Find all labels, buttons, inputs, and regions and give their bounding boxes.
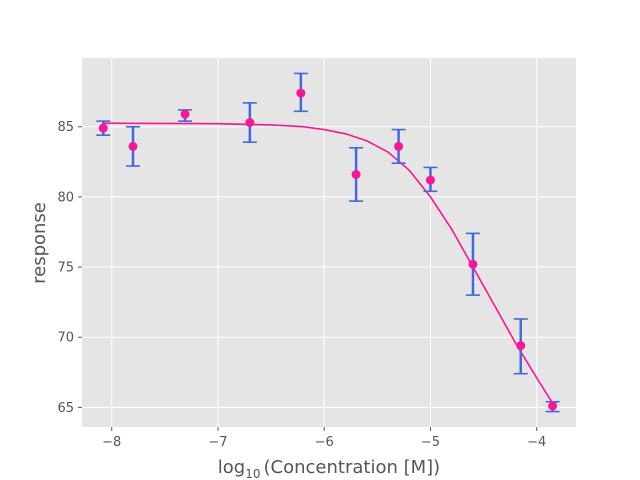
- data-points: [98, 88, 558, 411]
- data-point: [351, 169, 361, 179]
- x-axis-label-main: log: [218, 457, 245, 478]
- plot-area: [82, 58, 576, 427]
- y-tick-label: 85: [57, 120, 74, 135]
- data-point: [425, 175, 435, 185]
- y-tick-label: 75: [57, 261, 74, 276]
- grid: [82, 58, 576, 427]
- y-axis-ticks: 65 70 75 80 85: [57, 120, 82, 416]
- data-point: [548, 401, 558, 411]
- data-point: [394, 141, 404, 151]
- x-axis-label: log10 (Concentration [M]): [218, 457, 440, 480]
- data-point: [516, 341, 526, 351]
- x-tick-label: −5: [421, 435, 440, 450]
- data-point: [245, 118, 255, 128]
- x-axis-label-subscript: 10: [245, 467, 260, 480]
- x-tick-label: −8: [102, 435, 121, 450]
- y-tick-label: 65: [57, 401, 74, 416]
- x-axis-label-rest: (Concentration [M]): [264, 457, 441, 478]
- y-tick-label: 80: [57, 190, 74, 205]
- x-axis-ticks: −8 −7 −6 −5 −4: [102, 427, 546, 450]
- x-tick-label: −6: [315, 435, 334, 450]
- data-point: [128, 141, 138, 151]
- x-tick-label: −4: [527, 435, 546, 450]
- data-point: [180, 109, 190, 119]
- x-tick-label: −7: [208, 435, 227, 450]
- data-point: [296, 88, 306, 98]
- data-point: [98, 123, 108, 133]
- y-axis-label: response: [29, 202, 50, 284]
- data-point: [468, 259, 478, 269]
- y-tick-label: 70: [57, 331, 74, 346]
